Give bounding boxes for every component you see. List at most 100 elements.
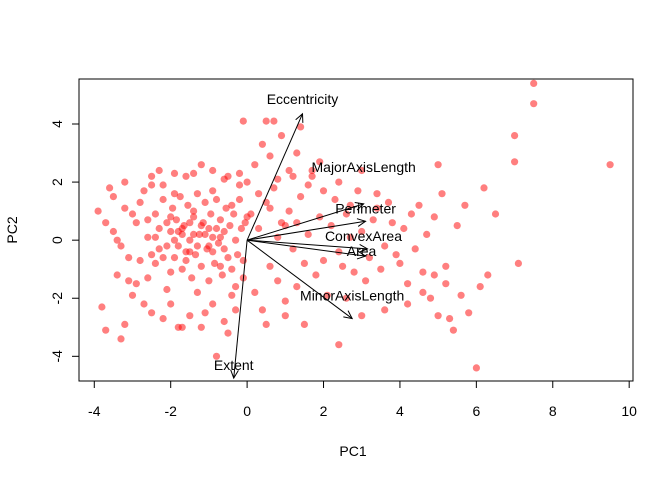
scatter-point [106, 184, 114, 192]
scatter-point [224, 254, 232, 262]
scatter-point [396, 259, 404, 267]
x-tick-label: 6 [472, 403, 480, 419]
scatter-point [442, 262, 450, 270]
scatter-point [148, 309, 156, 317]
scatter-point [472, 364, 480, 372]
scatter-point [335, 341, 343, 349]
scatter-point [155, 224, 163, 233]
scatter-point [190, 207, 198, 215]
scatter-point [125, 277, 133, 285]
scatter-point [281, 312, 289, 320]
scatter-point [148, 172, 156, 180]
scatter-point [113, 271, 121, 279]
loadings-layer: Eccentricity MajorAxisLength Perimeter Conv… [214, 91, 416, 380]
loading-arrowhead [358, 243, 369, 253]
scatter-point [266, 262, 274, 270]
scatter-point [419, 288, 427, 296]
scatter-point [342, 210, 350, 218]
scatter-point [159, 181, 167, 189]
scatter-point [230, 210, 238, 218]
scatter-point [530, 79, 538, 87]
scatter-point [94, 207, 102, 215]
scatter-point [201, 198, 209, 206]
scatter-point [172, 216, 180, 224]
scatter-point [234, 251, 242, 259]
scatter-point [484, 271, 492, 279]
scatter-point [207, 210, 215, 218]
x-axis-title: PC1 [339, 443, 366, 459]
scatter-point [216, 233, 224, 241]
scatter-point [491, 210, 500, 218]
scatter-point [300, 259, 308, 267]
scatter-point [212, 352, 221, 360]
scatter-point [369, 216, 377, 224]
scatter-point [262, 320, 270, 328]
scatter-point [358, 312, 366, 320]
scatter-point [235, 195, 244, 204]
scatter-point [186, 219, 194, 227]
scatter-point [212, 224, 221, 233]
scatter-point [350, 268, 358, 276]
scatter-point [465, 309, 473, 317]
scatter-point [132, 219, 140, 227]
x-tick-label: 0 [243, 403, 251, 419]
y-tick-label: 4 [49, 120, 65, 128]
scatter-point [209, 248, 217, 256]
scatter-point [188, 274, 196, 282]
y-tick-label: 0 [49, 236, 65, 244]
scatter-point [430, 271, 438, 279]
scatter-point [190, 213, 198, 221]
scatter-point [182, 256, 190, 265]
scatter-point [266, 204, 274, 212]
scatter-point [442, 280, 450, 288]
scatter-point [289, 172, 297, 180]
x-axis: -4 -2 0 2 4 6 8 10 [88, 380, 637, 419]
scatter-point [514, 259, 523, 267]
scatter-point [167, 213, 175, 221]
loading-arrowhead [343, 310, 354, 320]
scatter-point [319, 256, 328, 265]
scatter-point [132, 280, 140, 288]
scatter-point [209, 233, 217, 241]
scatter-point [186, 236, 194, 244]
scatter-point [193, 288, 201, 296]
loading-label: ConvexArea [325, 228, 402, 244]
y-axis-title: PC2 [4, 216, 20, 243]
x-tick-label: 8 [549, 403, 557, 419]
scatter-point [167, 227, 175, 236]
scatter-point [434, 161, 442, 169]
scatter-point [136, 198, 144, 206]
scatter-point [426, 294, 435, 302]
scatter-point [430, 213, 438, 221]
loading-label: MinorAxisLength [300, 288, 404, 304]
y-tick-label: 2 [49, 178, 65, 186]
scatter-point [319, 187, 328, 195]
scatter-point [144, 216, 152, 224]
scatter-point [270, 184, 278, 192]
scatter-point [117, 242, 125, 250]
scatter-point [140, 187, 148, 195]
scatter-point [510, 158, 519, 166]
x-tick-label: -2 [164, 403, 177, 419]
scatter-point [392, 251, 400, 259]
loading-arrow [246, 239, 353, 319]
loading-arrowhead [295, 112, 304, 123]
scatter-point [163, 285, 171, 294]
scatter-point [228, 291, 236, 299]
scatter-point [293, 149, 301, 157]
scatter-point [438, 190, 446, 198]
scatter-point [197, 222, 205, 230]
scatter-point [169, 204, 177, 212]
scatter-point [449, 326, 457, 334]
scatter-point [323, 291, 331, 299]
scatter-point [247, 210, 255, 218]
x-tick-label: 2 [320, 403, 328, 419]
scatter-point [258, 140, 266, 148]
scatter-point [274, 175, 282, 183]
scatter-point [102, 326, 110, 334]
scatter-point [411, 245, 419, 253]
scatter-point [109, 193, 117, 201]
scatter-point [220, 227, 228, 236]
scatter-point [274, 277, 282, 285]
loading-arrow [247, 239, 366, 257]
